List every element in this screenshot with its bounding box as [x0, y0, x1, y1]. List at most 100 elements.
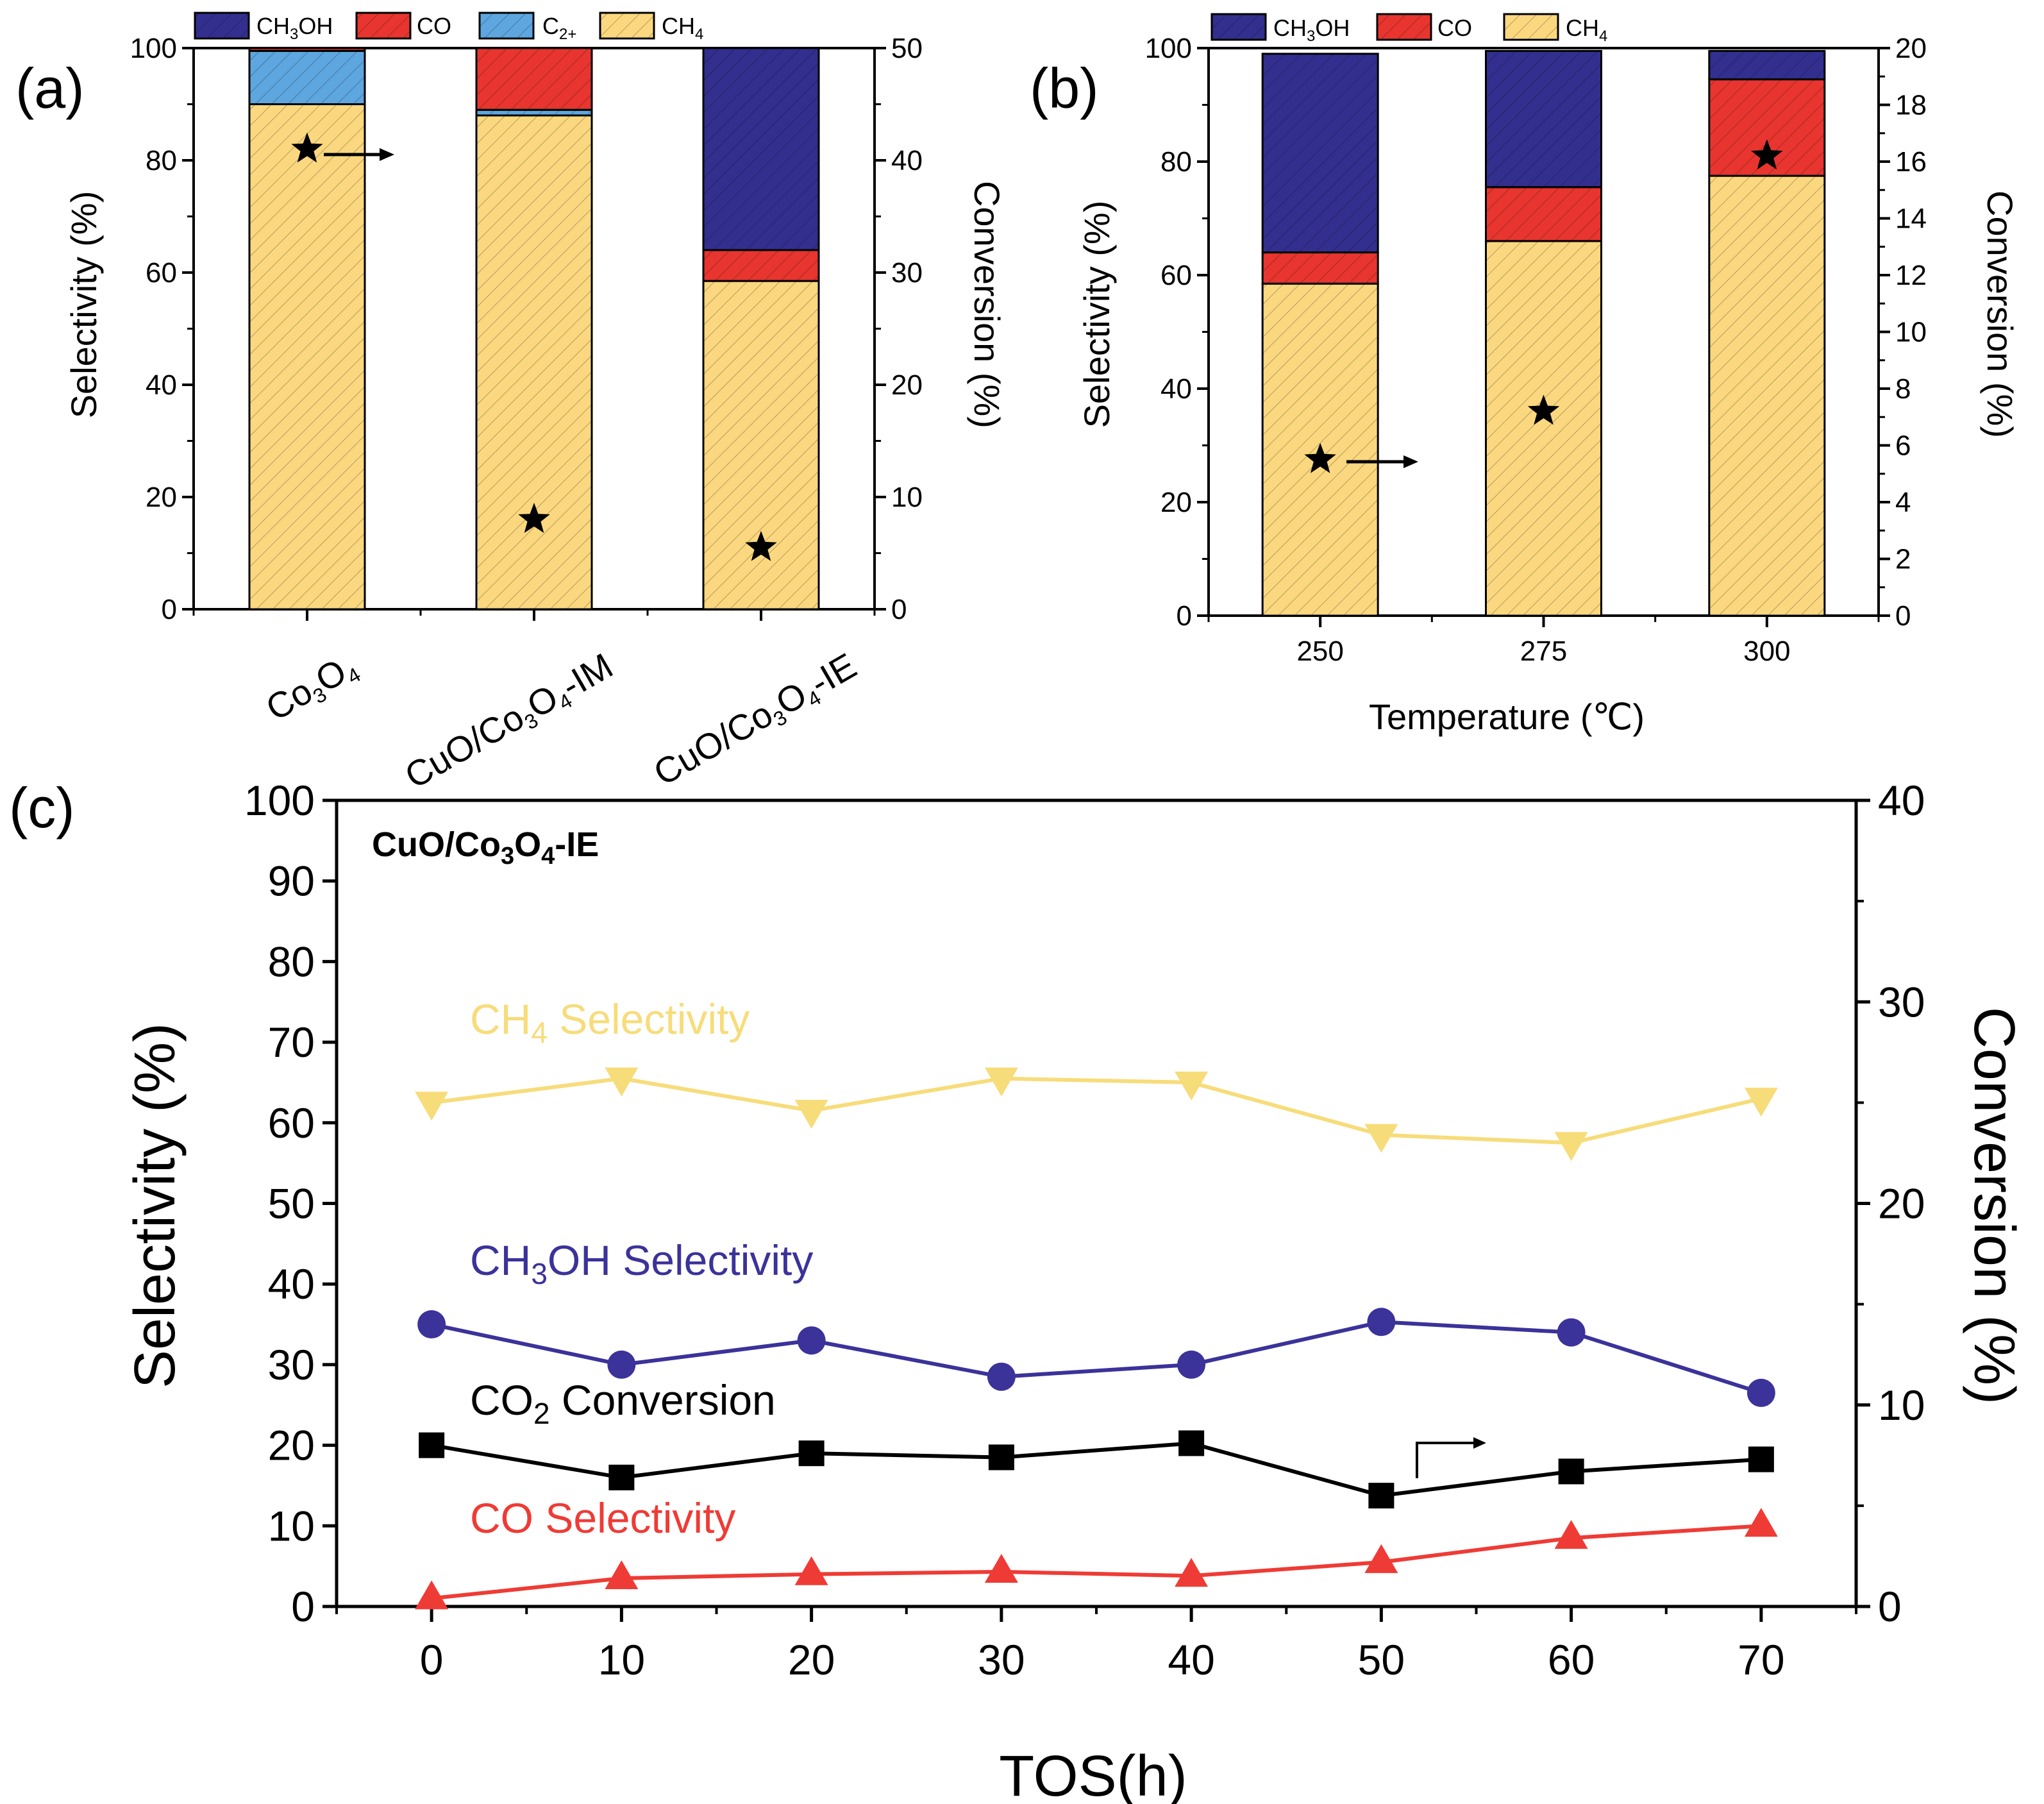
data-point-co-selectivity	[984, 1553, 1018, 1583]
x-tick-label: 30	[978, 1636, 1025, 1683]
legend-label-co: CO	[1437, 15, 1472, 41]
y-tick-label: 60	[268, 1099, 315, 1147]
x-tick-label: 50	[1358, 1636, 1405, 1683]
axis-indicator-arrowhead	[1473, 1437, 1486, 1449]
y-tick-label: 100	[130, 33, 177, 64]
legend-hatch	[600, 13, 654, 38]
data-point-ch3oh-selectivity	[1367, 1308, 1396, 1336]
y-tick-label: 20	[1160, 487, 1192, 518]
legend-label-c2plus: C2+	[542, 13, 576, 43]
y-tick-label: 70	[268, 1018, 315, 1066]
plot-frame	[335, 798, 1858, 1608]
bar-hatch-ch3oh	[1709, 51, 1825, 80]
legend-hatch	[195, 13, 249, 38]
data-point-ch3oh-selectivity	[1747, 1378, 1775, 1407]
panel-label-c: (c)	[9, 776, 75, 839]
chart-c: 0 10 20 30 40 50 60 70 80 90 100 0 10 20 30 40 0 10 20 30 40…	[123, 777, 2026, 1804]
data-point-co-selectivity	[1364, 1544, 1398, 1573]
bar-hatch-ch4	[703, 281, 819, 609]
data-point-ch4-selectivity	[605, 1067, 639, 1097]
y2-tick-label: 50	[891, 33, 923, 64]
x-tick-label: 275	[1520, 636, 1567, 667]
bar-hatch-ch4	[249, 104, 365, 609]
data-point-co2-conversion	[988, 1444, 1014, 1471]
legend-hatch	[356, 13, 410, 38]
x-tick-label: 70	[1738, 1636, 1784, 1683]
panel-label-a: (a)	[15, 56, 85, 120]
y-tick-label: 80	[268, 938, 315, 985]
arrow-head-a	[380, 148, 394, 161]
x-tick-label: 250	[1296, 636, 1343, 667]
x-tick-label: 60	[1548, 1636, 1595, 1683]
data-point-ch4-selectivity	[794, 1099, 828, 1129]
y-axis-title-c: Selectivity (%)	[123, 1023, 187, 1388]
y-tick-label: 90	[268, 857, 315, 905]
data-point-ch3oh-selectivity	[987, 1362, 1016, 1391]
y-tick-label: 10	[268, 1502, 315, 1549]
y-tick-label: 20	[268, 1422, 315, 1469]
y2-axis-title-a: Conversion (%)	[967, 181, 1007, 428]
y2-tick-label: 6	[1895, 430, 1911, 462]
y-tick-label: 0	[162, 594, 177, 625]
y-tick-label: 40	[146, 369, 177, 401]
series-label-co2: CO2 Conversion	[470, 1376, 776, 1430]
data-point-ch3oh-selectivity	[417, 1310, 446, 1339]
data-point-co2-conversion	[1178, 1430, 1205, 1456]
y2-tick-label: 20	[1878, 1180, 1925, 1227]
y-tick-label: 80	[1160, 146, 1192, 178]
y2-tick-label: 40	[891, 145, 923, 176]
legend-hatch	[1212, 14, 1266, 40]
chart-b: CH3OH CO CH4 0 20 40 60 80 100 0 2 4 6 8 10 12 14 16 18…	[1076, 13, 2020, 737]
legend-hatch	[1504, 14, 1558, 40]
y2-tick-label: 30	[1878, 978, 1925, 1025]
conversion-star	[1304, 443, 1336, 473]
chart-a: CH3OH CO C2+ CH4 0 20 40 60 80 100 0 10 20 30 40 50…	[63, 12, 1007, 799]
panel-label-b: (b)	[1030, 56, 1099, 120]
y2-axis-title-c: Conversion (%)	[1962, 1007, 2026, 1404]
legend-label-ch4: CH4	[1566, 15, 1607, 45]
x-tick-label: 0	[420, 1636, 444, 1683]
plot-area-c: 0 10 20 30 40 50 60 70 80 90 100 0 10 20 30 40 0 10 20 30 40…	[244, 777, 1925, 1683]
y-tick-label: 80	[146, 145, 177, 176]
y-tick-label: 40	[268, 1260, 315, 1308]
bar-hatch-ch3oh	[703, 48, 819, 250]
data-point-ch4-selectivity	[415, 1092, 449, 1121]
y2-tick-label: 0	[1878, 1583, 1902, 1630]
x-axis-title-b: Temperature (℃)	[1369, 696, 1645, 737]
data-point-co2-conversion	[419, 1432, 445, 1458]
data-point-co-selectivity	[605, 1560, 639, 1590]
data-point-co-selectivity	[1554, 1520, 1588, 1549]
bar-hatch-ch3oh	[1262, 53, 1378, 253]
y2-tick-label: 18	[1895, 90, 1927, 121]
plot-area-a: 0 20 40 60 80 100 0 10 20 30 40 50	[130, 33, 923, 625]
bar-hatch-co	[1486, 187, 1602, 241]
y-tick-label: 60	[146, 257, 177, 289]
x-tick-label-a: Co3O4	[259, 645, 365, 731]
series-line-co-selectivity	[431, 1524, 1762, 1601]
bar-hatch-c2plus	[476, 110, 592, 115]
conversion-star	[518, 503, 550, 533]
y2-tick-label: 4	[1895, 487, 1911, 518]
bar-hatch-co	[476, 48, 592, 110]
y-tick-label: 100	[244, 777, 315, 824]
legend-b: CH3OH CO CH4	[1210, 13, 1607, 45]
data-point-ch4-selectivity	[1554, 1132, 1588, 1161]
y-tick-label: 0	[1177, 600, 1192, 632]
data-point-co2-conversion	[608, 1464, 635, 1490]
data-point-co2-conversion	[1748, 1446, 1774, 1472]
data-point-co-selectivity	[1175, 1558, 1209, 1587]
x-tick-label-a: CuO/Co3O4-IE	[647, 645, 865, 796]
series-label-ch3oh: CH3OH Selectivity	[470, 1236, 813, 1290]
data-point-co2-conversion	[1558, 1458, 1584, 1485]
series-line-co2-conversion	[431, 1441, 1762, 1498]
y-tick-label: 60	[1160, 260, 1192, 291]
data-point-co2-conversion	[798, 1440, 825, 1467]
x-tick-label: 20	[788, 1636, 835, 1683]
data-point-ch4-selectivity	[1744, 1088, 1778, 1117]
legend-label-ch4: CH4	[662, 13, 703, 43]
conversion-star	[1527, 394, 1560, 425]
data-point-ch3oh-selectivity	[1177, 1350, 1206, 1379]
y2-tick-label: 10	[1878, 1381, 1925, 1429]
data-point-ch4-selectivity	[1175, 1071, 1209, 1100]
